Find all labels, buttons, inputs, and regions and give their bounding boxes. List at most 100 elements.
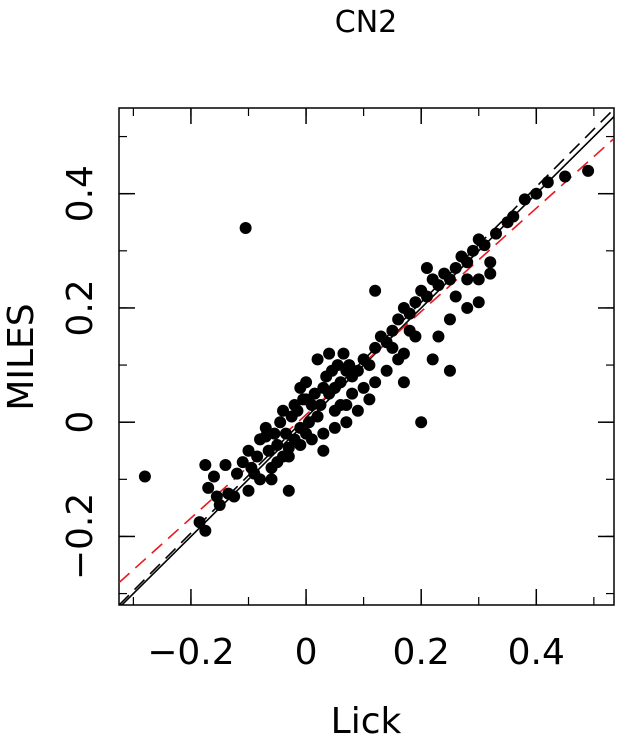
- data-point: [277, 404, 290, 417]
- data-point: [346, 387, 359, 400]
- data-point: [219, 459, 232, 472]
- data-point: [271, 439, 284, 452]
- data-point: [213, 499, 226, 512]
- y-tick-label: 0: [60, 411, 101, 434]
- data-point: [518, 193, 531, 206]
- data-point: [392, 353, 405, 366]
- data-point: [357, 381, 370, 394]
- data-point: [282, 450, 295, 463]
- data-point: [409, 296, 422, 309]
- x-axis-label: Lick: [331, 701, 402, 742]
- data-point: [314, 399, 327, 412]
- data-point: [582, 164, 595, 177]
- data-point: [317, 427, 330, 440]
- data-point: [199, 524, 212, 537]
- x-tick-label: 0.2: [393, 632, 450, 673]
- data-point: [432, 279, 445, 292]
- data-point: [294, 439, 307, 452]
- data-point: [328, 421, 341, 434]
- data-point: [230, 467, 243, 480]
- data-point: [449, 290, 462, 303]
- scatter-points: [138, 164, 595, 537]
- data-point: [268, 427, 281, 440]
- data-point: [397, 376, 410, 389]
- data-point: [530, 187, 543, 200]
- data-point: [392, 313, 405, 326]
- data-point: [193, 516, 206, 529]
- data-point: [334, 399, 347, 412]
- data-point: [343, 359, 356, 372]
- data-point: [279, 427, 292, 440]
- data-point: [265, 473, 278, 486]
- data-point: [472, 296, 485, 309]
- data-point: [294, 381, 307, 394]
- data-point: [251, 450, 264, 463]
- data-point: [202, 481, 215, 494]
- data-point: [541, 176, 554, 189]
- y-tick-label: 0.4: [60, 165, 101, 222]
- data-point: [420, 261, 433, 274]
- data-point: [363, 393, 376, 406]
- data-point: [478, 239, 491, 252]
- data-point: [351, 404, 364, 417]
- data-point: [403, 324, 416, 337]
- data-point: [443, 313, 456, 326]
- data-point: [403, 307, 416, 320]
- data-point: [449, 261, 462, 274]
- data-point: [248, 467, 261, 480]
- data-point: [466, 244, 479, 257]
- data-point: [259, 421, 272, 434]
- axis-ticks: −0.2 0 0.2 0.4 −0.2 0 0.2 0.4: [60, 108, 614, 673]
- data-point: [426, 353, 439, 366]
- data-point: [311, 410, 324, 423]
- data-point: [331, 359, 344, 372]
- data-point: [420, 290, 433, 303]
- data-point: [380, 364, 393, 377]
- chart-title: CN2: [335, 5, 397, 40]
- data-point: [199, 459, 212, 472]
- data-point: [369, 341, 382, 354]
- data-point: [340, 416, 353, 429]
- x-tick-label: 0: [295, 632, 318, 673]
- data-point: [300, 393, 313, 406]
- data-point: [236, 456, 249, 469]
- data-point: [461, 301, 474, 314]
- data-point: [507, 210, 520, 223]
- data-point: [308, 387, 321, 400]
- data-point: [484, 267, 497, 280]
- data-point: [559, 170, 572, 183]
- x-tick-label: −0.2: [147, 632, 234, 673]
- data-point: [363, 359, 376, 372]
- data-point: [432, 330, 445, 343]
- data-point: [228, 490, 241, 503]
- data-point: [311, 353, 324, 366]
- data-point: [305, 433, 318, 446]
- data-point: [242, 444, 255, 457]
- data-point: [317, 444, 330, 457]
- data-point: [242, 484, 255, 497]
- data-point: [288, 399, 301, 412]
- data-point: [461, 256, 474, 269]
- data-point: [443, 273, 456, 286]
- data-point: [351, 364, 364, 377]
- data-point: [369, 376, 382, 389]
- data-point: [484, 256, 497, 269]
- data-point: [386, 341, 399, 354]
- data-point: [337, 347, 350, 360]
- data-point: [334, 376, 347, 389]
- data-point: [461, 273, 474, 286]
- y-tick-label: 0.2: [60, 279, 101, 336]
- data-point: [302, 416, 315, 429]
- data-point: [274, 416, 287, 429]
- data-point: [138, 470, 151, 483]
- data-point: [369, 284, 382, 297]
- data-point: [271, 456, 284, 469]
- data-point: [415, 416, 428, 429]
- data-point: [207, 470, 220, 483]
- data-point: [262, 444, 275, 457]
- data-point: [386, 324, 399, 337]
- x-tick-label: 0.4: [508, 632, 565, 673]
- y-tick-label: −0.2: [60, 493, 101, 580]
- data-point: [472, 273, 485, 286]
